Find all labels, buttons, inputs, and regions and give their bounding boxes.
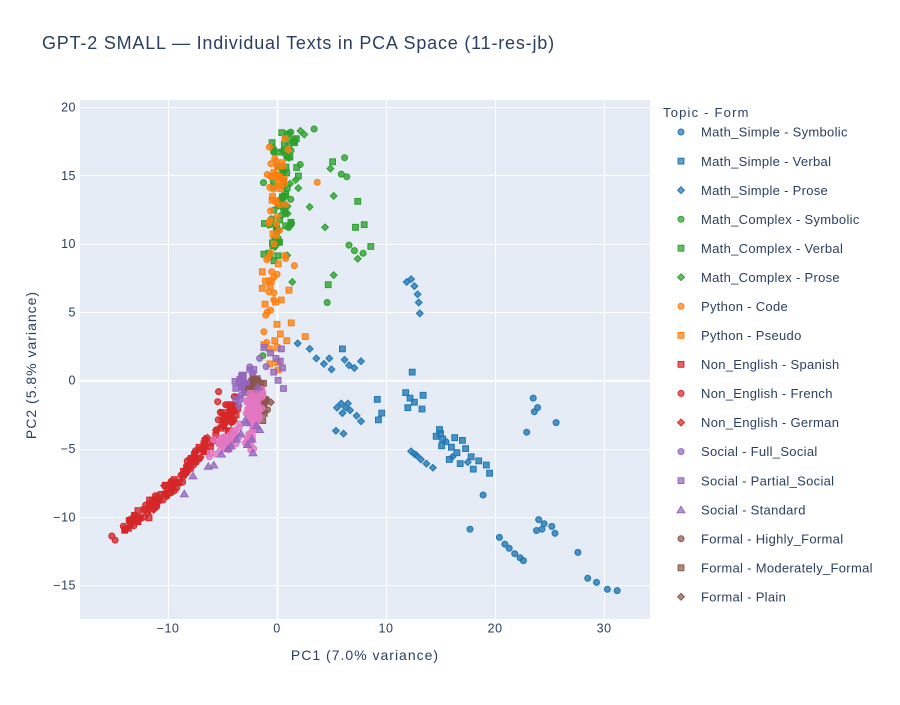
- svg-text:15: 15: [61, 169, 76, 183]
- svg-text:0: 0: [69, 374, 76, 388]
- svg-text:Non_English - German: Non_English - German: [701, 415, 839, 430]
- svg-text:Math_Complex - Prose: Math_Complex - Prose: [701, 270, 840, 285]
- svg-text:−10: −10: [157, 622, 180, 636]
- svg-text:Social - Standard: Social - Standard: [701, 502, 806, 517]
- svg-text:10: 10: [379, 622, 394, 636]
- svg-text:Math_Complex - Verbal: Math_Complex - Verbal: [701, 241, 843, 256]
- svg-text:20: 20: [488, 622, 503, 636]
- svg-text:GPT-2 SMALL — Individual Texts: GPT-2 SMALL — Individual Texts in PCA Sp…: [42, 33, 555, 53]
- svg-text:Formal - Moderately_Formal: Formal - Moderately_Formal: [701, 561, 873, 576]
- svg-text:Python - Pseudo: Python - Pseudo: [701, 328, 802, 343]
- svg-text:Math_Simple - Prose: Math_Simple - Prose: [701, 183, 828, 198]
- svg-text:Non_English - Spanish: Non_English - Spanish: [701, 357, 840, 372]
- svg-text:Math_Complex - Symbolic: Math_Complex - Symbolic: [701, 212, 860, 227]
- svg-text:Social - Partial_Social: Social - Partial_Social: [701, 473, 834, 488]
- svg-text:Non_English - French: Non_English - French: [701, 386, 833, 401]
- svg-text:10: 10: [61, 237, 76, 251]
- svg-text:−15: −15: [53, 579, 76, 593]
- svg-text:PC1 (7.0% variance): PC1 (7.0% variance): [291, 647, 439, 663]
- svg-text:Math_Simple - Symbolic: Math_Simple - Symbolic: [701, 125, 848, 140]
- svg-text:5: 5: [69, 305, 76, 319]
- svg-text:−10: −10: [53, 510, 76, 524]
- svg-text:20: 20: [61, 101, 76, 115]
- svg-text:Python - Code: Python - Code: [701, 299, 788, 314]
- svg-text:30: 30: [597, 622, 612, 636]
- svg-text:−5: −5: [61, 442, 76, 456]
- svg-text:Formal - Highly_Formal: Formal - Highly_Formal: [701, 531, 843, 546]
- svg-text:0: 0: [273, 622, 280, 636]
- svg-text:Math_Simple - Verbal: Math_Simple - Verbal: [701, 154, 831, 169]
- svg-text:Topic - Form: Topic - Form: [663, 105, 750, 120]
- svg-text:Formal - Plain: Formal - Plain: [701, 590, 786, 605]
- svg-text:Social - Full_Social: Social - Full_Social: [701, 444, 818, 459]
- svg-text:PC2 (5.8% variance): PC2 (5.8% variance): [23, 291, 39, 439]
